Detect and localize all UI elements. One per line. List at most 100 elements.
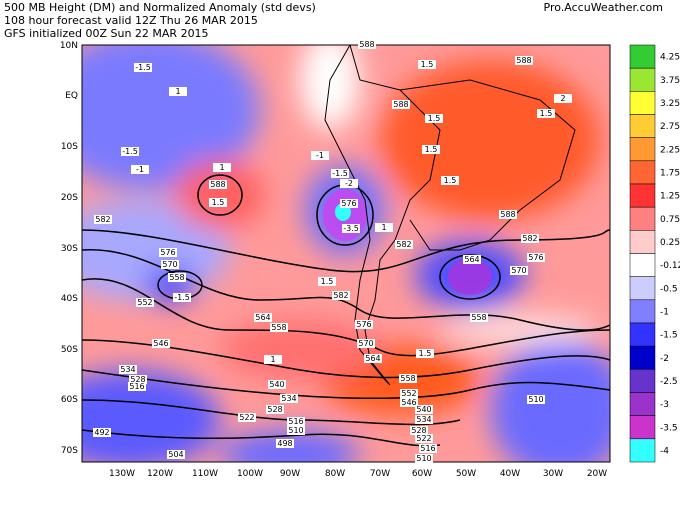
- colorbar-label: 3.25: [660, 99, 680, 109]
- lon-label: 90W: [280, 469, 300, 479]
- contour-label: 504: [168, 450, 183, 459]
- contour-label-box: [168, 273, 186, 282]
- contour-label: 516: [129, 382, 144, 391]
- contour-label: 1: [219, 163, 224, 172]
- contour-label: -2: [345, 179, 353, 188]
- colorbar-swatch: [629, 114, 656, 138]
- contour-label: 564: [255, 313, 270, 322]
- colorbar-swatch: [629, 206, 656, 231]
- contour-label-box: [93, 428, 111, 437]
- colorbar-swatch: [629, 253, 656, 277]
- contour-label-box: [400, 398, 418, 407]
- contour-label-box: [270, 323, 288, 332]
- lat-label: 10S: [61, 142, 78, 152]
- contour-label-box: [395, 240, 413, 249]
- contour-label: 576: [341, 199, 356, 208]
- contour-label-box: [358, 40, 376, 49]
- contour-label: 510: [416, 454, 431, 463]
- contour-label: 558: [169, 273, 184, 282]
- contour-label: -1: [316, 151, 324, 160]
- colorbar-swatch: [629, 137, 656, 162]
- colorbar-label: -0.5: [660, 284, 678, 294]
- contour-label: 2: [560, 94, 565, 103]
- contour-label-box: [392, 100, 410, 109]
- contour-label-box: [416, 349, 434, 358]
- colorbar-label: -1.5: [660, 331, 678, 341]
- contour-label-box: [280, 394, 298, 403]
- contour-label-box: [264, 355, 282, 364]
- contour-label-box: [287, 417, 305, 426]
- lat-label: 40S: [61, 294, 78, 304]
- lat-label: 70S: [61, 446, 78, 456]
- colorbar-swatch: [629, 44, 656, 69]
- contour-label-box: [415, 454, 433, 463]
- contour-label-box: [554, 94, 572, 103]
- contour-label-box: [209, 198, 227, 207]
- contour-label-box: [340, 199, 358, 208]
- contour-label: 498: [277, 439, 292, 448]
- lon-label: 60W: [412, 469, 432, 479]
- contour-label-box: [266, 405, 284, 414]
- contour-label: 588: [500, 210, 515, 219]
- contour-label-box: [499, 210, 517, 219]
- contour-label: -1: [136, 165, 144, 174]
- contour-label: 1.5: [540, 109, 553, 118]
- lon-label: 70W: [370, 469, 390, 479]
- contour-label-box: [415, 434, 433, 443]
- contour-label: 558: [400, 374, 415, 383]
- contour-label-box: [470, 313, 488, 322]
- contour-label: 582: [333, 291, 348, 300]
- colorbar-label: -0.125: [660, 261, 680, 271]
- contour-label-box: [167, 450, 185, 459]
- contour-label: -1.5: [135, 63, 151, 72]
- colorbar-label: -4: [660, 446, 669, 456]
- contour-label-box: [161, 260, 179, 269]
- contour-label-box: [510, 266, 528, 275]
- colorbar-swatch: [629, 91, 656, 115]
- lon-label: 110W: [192, 469, 218, 479]
- contour-label: 1: [175, 87, 180, 96]
- contour-label-box: [410, 426, 428, 435]
- contour-label: 1.5: [321, 277, 334, 286]
- colorbar-label: 0.25: [660, 238, 680, 248]
- contour-label: 1.5: [419, 349, 432, 358]
- lon-label: 50W: [456, 469, 476, 479]
- contour-label-box: [342, 224, 360, 233]
- contour-label: 588: [210, 180, 225, 189]
- contour-label: 1.5: [212, 198, 225, 207]
- source: Pro.AccuWeather.com: [544, 1, 663, 14]
- contour-label-box: [128, 382, 146, 391]
- contour-label-box: [311, 151, 329, 160]
- lat-label: 20S: [61, 193, 78, 203]
- contour-label: 1.5: [425, 145, 438, 154]
- header-line: GFS initialized 00Z Sun 22 MAR 2015: [4, 27, 209, 40]
- contour-label-box: [375, 223, 393, 232]
- contour-label: 510: [528, 395, 543, 404]
- colorbar-label: 1.75: [660, 168, 680, 178]
- colorbar-swatch: [629, 438, 656, 463]
- colorbar-swatch: [629, 392, 656, 416]
- colorbar-swatch: [629, 276, 656, 301]
- contour-label: 546: [401, 398, 416, 407]
- colorbar-swatch: [629, 67, 656, 92]
- colorbar-swatch: [629, 415, 656, 440]
- colorbar-swatch: [629, 183, 656, 208]
- contour-label-box: [209, 180, 227, 189]
- contour-label: 582: [95, 215, 110, 224]
- anomaly-field: [82, 45, 610, 462]
- contour-label-box: [169, 87, 187, 96]
- contour-label-box: [134, 63, 152, 72]
- contour-label: 522: [416, 434, 431, 443]
- contour-label-box: [527, 395, 545, 404]
- colorbar-label: 1.25: [660, 192, 680, 202]
- contour-label-box: [238, 413, 256, 422]
- contour-label: 516: [288, 417, 303, 426]
- colorbar-label: 2.75: [660, 122, 680, 132]
- contour-label: 1.5: [428, 114, 441, 123]
- contour-label-box: [537, 109, 555, 118]
- contour-label-box: [415, 415, 433, 424]
- lat-label: 60S: [61, 395, 78, 405]
- colorbar-label: 0.75: [660, 215, 680, 225]
- contour-label: 558: [271, 323, 286, 332]
- contour-label: 528: [267, 405, 282, 414]
